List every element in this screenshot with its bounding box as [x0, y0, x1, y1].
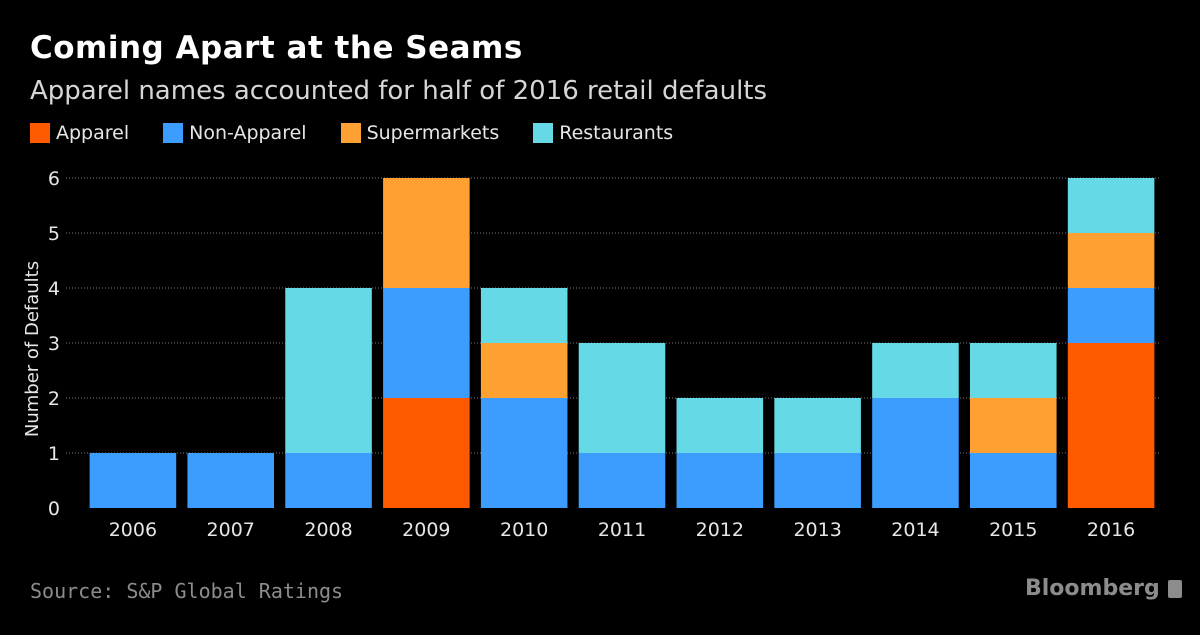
legend-label-supermarkets: Supermarkets: [366, 122, 500, 144]
legend-item-restaurants: Restaurants: [533, 122, 673, 144]
bloomberg-mark-icon: [1167, 579, 1182, 598]
legend-item-apparel: Apparel: [30, 122, 129, 144]
bar-2015-non-apparel: [969, 453, 1057, 508]
bar-2012-restaurants: [676, 398, 764, 453]
x-tick-label-2008: 2008: [304, 519, 352, 541]
bar-2009-non-apparel: [383, 288, 470, 398]
bar-2013-non-apparel: [774, 453, 861, 508]
y-tick-label-2: 2: [48, 388, 60, 410]
y-axis-title: Number of Defaults: [22, 261, 43, 437]
x-tick-label-2012: 2012: [696, 519, 744, 541]
x-tick-label-2007: 2007: [207, 519, 255, 541]
legend-item-non-apparel: Non-Apparel: [163, 122, 307, 144]
brand-name: Bloomberg: [1025, 576, 1160, 601]
legend-item-supermarkets: Supermarkets: [340, 122, 500, 144]
legend-swatch-supermarkets: [340, 123, 361, 143]
y-tick-label-4: 4: [48, 278, 60, 300]
x-tick-label-2009: 2009: [402, 519, 450, 541]
legend: Apparel Non-Apparel Supermarkets Restaur…: [30, 122, 673, 144]
chart-title: Coming Apart at the Seams: [30, 30, 523, 66]
x-tick-label-2006: 2006: [109, 519, 157, 541]
bar-2011-restaurants: [578, 343, 666, 453]
legend-swatch-restaurants: [533, 123, 554, 143]
y-tick-label-5: 5: [48, 223, 60, 245]
bar-2016-restaurants: [1067, 178, 1155, 233]
legend-label-non-apparel: Non-Apparel: [189, 122, 307, 144]
bar-2014-restaurants: [872, 343, 959, 398]
source-note: Source: S&P Global Ratings: [30, 579, 344, 603]
bar-2010-supermarkets: [480, 343, 568, 398]
bar-2015-restaurants: [969, 343, 1057, 398]
x-tick-label-2015: 2015: [989, 519, 1037, 541]
bar-2010-restaurants: [480, 288, 568, 343]
y-tick-label-6: 6: [48, 168, 60, 190]
x-tick-label-2010: 2010: [500, 519, 548, 541]
chart-subtitle: Apparel names accounted for half of 2016…: [30, 76, 768, 106]
legend-label-apparel: Apparel: [56, 122, 130, 144]
bar-2007-non-apparel: [187, 453, 275, 508]
y-tick-label-0: 0: [48, 498, 60, 520]
x-tick-label-2014: 2014: [891, 519, 939, 541]
legend-label-restaurants: Restaurants: [559, 122, 674, 144]
x-tick-label-2013: 2013: [793, 519, 841, 541]
bar-2016-non-apparel: [1067, 288, 1155, 343]
bar-2009-apparel: [383, 398, 470, 508]
x-tick-label-2011: 2011: [598, 519, 646, 541]
bar-2006-non-apparel: [89, 453, 177, 508]
y-tick-label-1: 1: [48, 443, 60, 465]
legend-swatch-non-apparel: [163, 123, 184, 143]
bar-2010-non-apparel: [480, 398, 568, 508]
bar-2016-apparel: [1067, 343, 1155, 508]
bar-2013-restaurants: [774, 398, 861, 453]
x-tick-label-2016: 2016: [1087, 519, 1135, 541]
legend-swatch-apparel: [30, 123, 50, 143]
bar-2016-supermarkets: [1067, 233, 1155, 288]
bar-2008-non-apparel: [285, 453, 372, 508]
brand-logo: Bloomberg: [1025, 576, 1182, 601]
bar-2008-restaurants: [285, 288, 372, 453]
bar-2012-non-apparel: [676, 453, 764, 508]
bar-2009-supermarkets: [383, 178, 470, 288]
bar-2015-supermarkets: [969, 398, 1057, 453]
y-tick-label-3: 3: [48, 333, 60, 355]
bar-2014-non-apparel: [872, 398, 959, 508]
bar-2011-non-apparel: [578, 453, 666, 508]
